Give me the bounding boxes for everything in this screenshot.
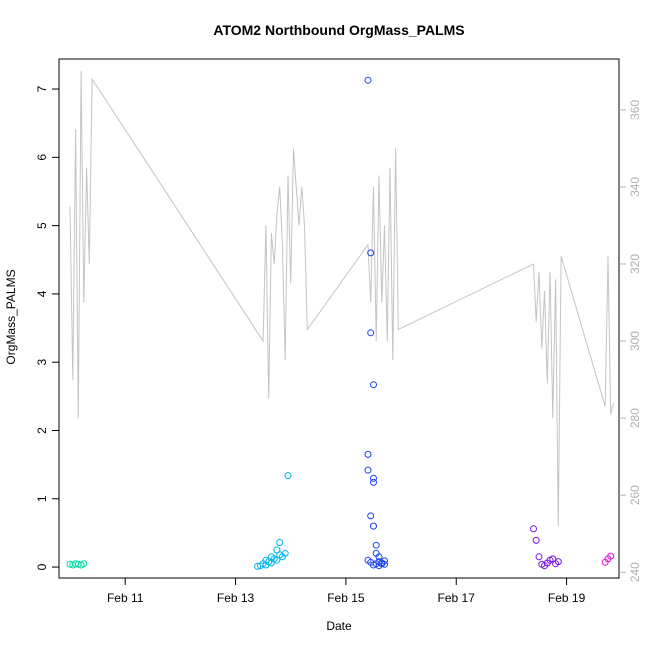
y-tick-label: 0 <box>35 563 49 570</box>
data-point <box>367 249 375 257</box>
data-point <box>370 522 377 530</box>
x-tick-label: Feb 17 <box>438 591 476 605</box>
data-point <box>364 76 372 84</box>
y-tick-label: 6 <box>35 154 49 161</box>
y2-tick-label: 260 <box>628 485 642 505</box>
data-point <box>370 381 377 389</box>
y2-tick-label: 320 <box>628 254 642 274</box>
y2-tick-label: 300 <box>628 331 642 351</box>
data-point <box>535 553 543 561</box>
x-tick-label: Feb 19 <box>548 591 586 605</box>
y-tick-label: 4 <box>35 290 49 297</box>
data-point <box>607 552 615 560</box>
data-point <box>367 512 375 520</box>
data-point <box>281 549 289 557</box>
data-point <box>284 472 292 480</box>
chart-title: ATOM2 Northbound OrgMass_PALMS <box>213 22 464 38</box>
data-point <box>364 450 372 458</box>
data-point <box>370 478 377 486</box>
y-axis-label: OrgMass_PALMS <box>4 269 18 364</box>
plot-area <box>58 58 620 579</box>
data-point <box>372 541 380 549</box>
data-point <box>276 539 284 546</box>
y2-tick-label: 280 <box>628 408 642 428</box>
axis-layer: Feb 11 Feb 13 Feb 15 Feb 17 Feb 19 0 1 2 3 4 5 6 7 24… <box>35 85 642 605</box>
line-layer <box>69 71 614 527</box>
y-tick-label: 2 <box>35 427 49 434</box>
data-point <box>254 562 262 570</box>
x-tick-label: Feb 11 <box>107 591 144 605</box>
x-tick-label: Feb 13 <box>217 591 255 605</box>
data-point <box>554 558 562 566</box>
data-point <box>273 556 281 564</box>
y-tick-label: 5 <box>35 222 49 229</box>
point-layer <box>66 76 615 570</box>
y-tick-label: 3 <box>35 359 49 366</box>
data-point <box>367 329 375 337</box>
data-point <box>375 553 383 561</box>
data-point <box>364 466 372 474</box>
y2-tick-label: 340 <box>628 177 642 197</box>
data-point <box>273 546 281 554</box>
x-axis-label: Date <box>326 619 352 633</box>
y2-tick-label: 360 <box>628 100 642 120</box>
y-tick-label: 1 <box>35 495 49 502</box>
data-point <box>381 557 388 565</box>
data-point <box>267 559 275 567</box>
data-point <box>530 525 537 533</box>
y2-tick-label: 240 <box>628 562 642 582</box>
data-point <box>370 474 377 482</box>
y-tick-label: 7 <box>35 85 49 92</box>
data-point <box>532 536 540 544</box>
x-tick-label: Feb 15 <box>327 591 365 605</box>
right-axis-line <box>69 71 614 527</box>
data-point <box>80 560 88 568</box>
